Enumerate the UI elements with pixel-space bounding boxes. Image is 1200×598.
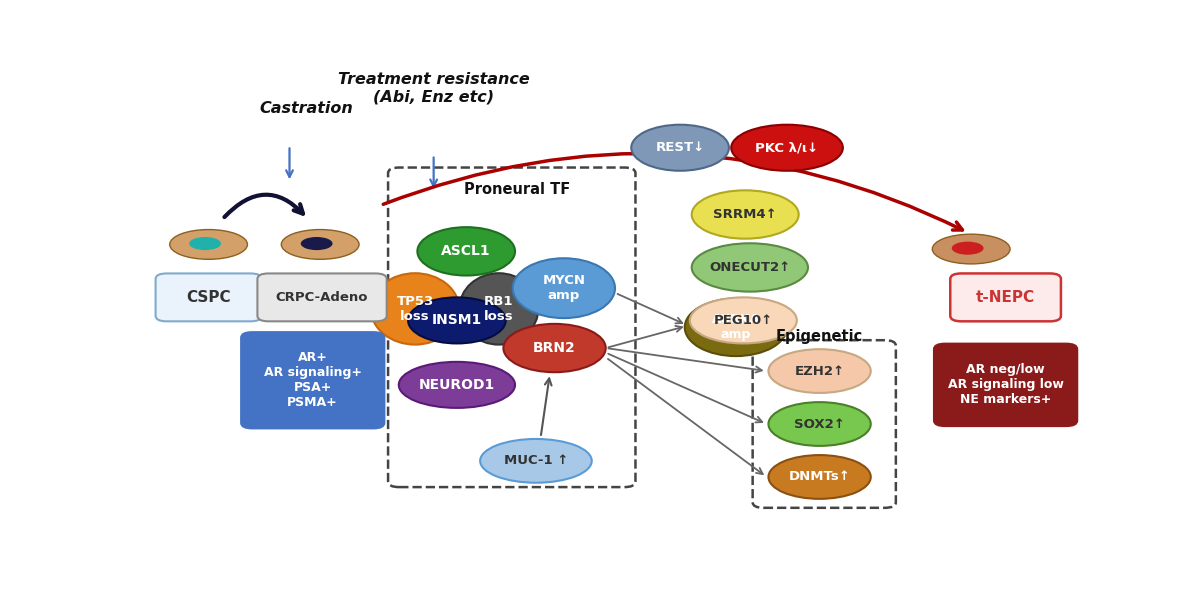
Text: REST↓: REST↓ bbox=[655, 141, 704, 154]
Text: DNMTs↑: DNMTs↑ bbox=[788, 471, 851, 483]
Text: Castration: Castration bbox=[259, 101, 354, 116]
Ellipse shape bbox=[768, 402, 871, 446]
Ellipse shape bbox=[504, 324, 606, 372]
Text: AURKA
amp: AURKA amp bbox=[712, 313, 760, 341]
Ellipse shape bbox=[398, 362, 515, 408]
FancyBboxPatch shape bbox=[258, 273, 386, 321]
Text: MUC-1 ↑: MUC-1 ↑ bbox=[504, 454, 568, 468]
FancyBboxPatch shape bbox=[934, 344, 1078, 426]
Ellipse shape bbox=[768, 455, 871, 499]
Ellipse shape bbox=[691, 190, 799, 239]
Ellipse shape bbox=[952, 242, 984, 255]
Ellipse shape bbox=[418, 227, 515, 276]
Text: INSM1: INSM1 bbox=[432, 313, 482, 328]
FancyBboxPatch shape bbox=[950, 273, 1061, 321]
Ellipse shape bbox=[631, 125, 728, 171]
Text: ONECUT2↑: ONECUT2↑ bbox=[709, 261, 791, 274]
Ellipse shape bbox=[690, 297, 797, 343]
Text: TP53
loss: TP53 loss bbox=[396, 295, 433, 323]
Text: SRRM4↑: SRRM4↑ bbox=[713, 208, 778, 221]
Text: Proneural TF: Proneural TF bbox=[464, 182, 570, 197]
Ellipse shape bbox=[480, 439, 592, 483]
FancyBboxPatch shape bbox=[156, 273, 262, 321]
Text: ASCL1: ASCL1 bbox=[442, 245, 491, 258]
Text: AR+
AR signaling+
PSA+
PSMA+: AR+ AR signaling+ PSA+ PSMA+ bbox=[264, 351, 361, 409]
Ellipse shape bbox=[512, 258, 616, 318]
Ellipse shape bbox=[408, 297, 505, 343]
Text: CSPC: CSPC bbox=[186, 290, 230, 305]
Ellipse shape bbox=[460, 273, 539, 344]
Text: SOX2↑: SOX2↑ bbox=[794, 417, 845, 431]
Ellipse shape bbox=[190, 237, 221, 250]
Text: AR neg/low
AR signaling low
NE markers+: AR neg/low AR signaling low NE markers+ bbox=[948, 364, 1063, 407]
Ellipse shape bbox=[768, 349, 871, 393]
Ellipse shape bbox=[932, 234, 1010, 264]
Ellipse shape bbox=[281, 230, 359, 260]
Ellipse shape bbox=[691, 243, 808, 292]
Text: CRPC-Adeno: CRPC-Adeno bbox=[276, 291, 368, 304]
Text: MYCN
amp: MYCN amp bbox=[542, 274, 586, 302]
Text: PEG10↑: PEG10↑ bbox=[714, 314, 773, 327]
Ellipse shape bbox=[371, 273, 460, 344]
Text: NEUROD1: NEUROD1 bbox=[419, 378, 496, 392]
Text: Epigenetic: Epigenetic bbox=[776, 329, 863, 344]
Text: PKC λ/ι↓: PKC λ/ι↓ bbox=[756, 141, 818, 154]
Text: t-NEPC: t-NEPC bbox=[976, 290, 1036, 305]
Ellipse shape bbox=[685, 298, 787, 356]
Text: EZH2↑: EZH2↑ bbox=[794, 365, 845, 377]
FancyBboxPatch shape bbox=[241, 332, 384, 428]
Ellipse shape bbox=[169, 230, 247, 260]
Text: BRN2: BRN2 bbox=[533, 341, 576, 355]
Ellipse shape bbox=[731, 125, 842, 171]
Text: RB1
loss: RB1 loss bbox=[484, 295, 514, 323]
Ellipse shape bbox=[301, 237, 332, 250]
Text: Treatment resistance
(Abi, Enz etc): Treatment resistance (Abi, Enz etc) bbox=[337, 72, 529, 104]
